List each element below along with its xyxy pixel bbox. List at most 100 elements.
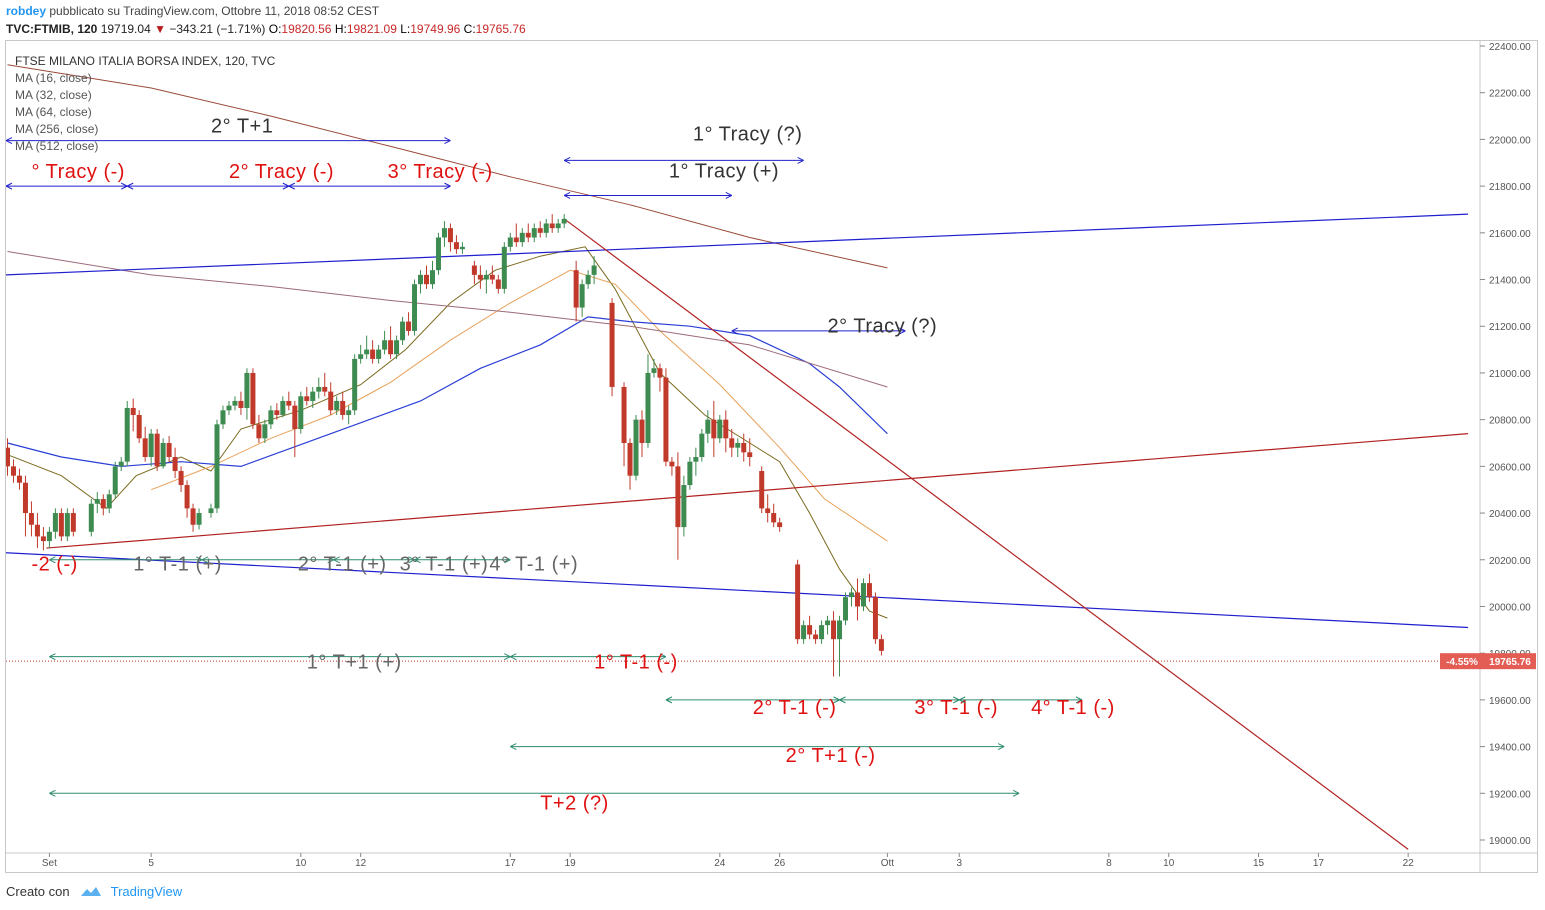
arrow-head-left xyxy=(49,556,56,564)
ohlc-header: TVC:FTMIB, 120 19719.04 ▼ −343.21 (−1.71… xyxy=(6,22,526,36)
candle-up xyxy=(316,386,322,392)
publish-info: robdey pubblicato su TradingView.com, Ot… xyxy=(6,4,379,18)
candle-down xyxy=(621,386,627,443)
candle-down xyxy=(16,475,22,483)
candle-down xyxy=(747,452,753,458)
t-minus-2: -2 (-) xyxy=(31,553,77,575)
candle-up xyxy=(376,349,382,359)
candle-up xyxy=(364,349,370,355)
candle-down xyxy=(286,400,292,406)
candle-down xyxy=(6,447,10,467)
x-tick-label: Set xyxy=(42,858,57,869)
arrow-head-right xyxy=(327,556,334,564)
candle-down xyxy=(322,386,328,392)
lower-blue-trendline xyxy=(6,552,1469,629)
candle-up xyxy=(429,270,435,285)
candle-up xyxy=(579,284,585,308)
first-t-minus-1-plus: 1° T-1 (+) xyxy=(133,553,222,575)
candle-down xyxy=(238,400,244,408)
candle-up xyxy=(459,246,465,250)
candle-down xyxy=(537,228,543,233)
candle-down xyxy=(58,513,64,537)
candle-down xyxy=(340,400,346,415)
candle-down xyxy=(453,242,459,250)
candle-down xyxy=(549,223,555,229)
arrow-head-right xyxy=(833,696,840,704)
current-price-tag: -4.55% 19765.76 xyxy=(1440,653,1536,670)
candle-down xyxy=(178,471,184,486)
y-tick-label: 19600.00 xyxy=(1489,696,1531,707)
candle-up xyxy=(717,419,723,439)
candle-down xyxy=(807,625,813,635)
candle-down xyxy=(573,270,579,308)
candle-up xyxy=(651,368,657,373)
candle-down xyxy=(100,499,106,509)
candle-up xyxy=(220,410,226,425)
candle-down xyxy=(22,482,28,514)
arrow-head-right xyxy=(953,696,960,704)
candle-up xyxy=(196,513,202,525)
candle-up xyxy=(148,433,154,458)
y-tick-label: 20400.00 xyxy=(1489,509,1531,520)
tradingview-cloud-icon[interactable] xyxy=(79,884,103,901)
candle-down xyxy=(872,597,878,640)
legend-title: FTSE MILANO ITALIA BORSA INDEX, 120, TVC xyxy=(15,54,276,68)
legend-ma-256[interactable]: MA (256, close) xyxy=(15,122,99,136)
y-tick-label: 20000.00 xyxy=(1489,602,1531,613)
upper-blue-trendline xyxy=(6,213,1469,276)
candle-down xyxy=(513,237,519,243)
candle-up xyxy=(64,513,70,537)
t-plus-2: T+2 (?) xyxy=(540,793,609,815)
red-down-trendline xyxy=(563,218,1409,850)
candle-down xyxy=(477,274,483,280)
arrow-head-right xyxy=(797,156,804,164)
arrow-head-right xyxy=(899,327,906,335)
candle-up xyxy=(118,461,124,467)
candle-up xyxy=(591,265,597,275)
candle-down xyxy=(525,232,531,238)
candle-down xyxy=(142,438,148,458)
y-tick-label: 20800.00 xyxy=(1489,416,1531,427)
candle-up xyxy=(418,274,424,285)
author-name[interactable]: robdey xyxy=(6,4,47,18)
candle-up xyxy=(226,405,232,411)
y-tick-label: 21000.00 xyxy=(1489,369,1531,380)
candle-down xyxy=(866,583,872,598)
second-t-plus-1-minus: 2° T+1 (-) xyxy=(786,745,876,767)
arrow-head-left xyxy=(563,156,571,164)
candle-up xyxy=(352,358,358,411)
candle-up xyxy=(519,232,525,243)
legend-ma-32[interactable]: MA (32, close) xyxy=(15,88,92,102)
arrow-head-right xyxy=(444,137,451,145)
legend-ma-64[interactable]: MA (64, close) xyxy=(15,105,92,119)
candle-down xyxy=(447,228,453,243)
candle-down xyxy=(663,377,669,462)
candle-up xyxy=(244,372,250,408)
legend-ma-16[interactable]: MA (16, close) xyxy=(15,71,92,85)
candle-down xyxy=(274,410,280,415)
second-t-plus-1-blue: 2° T+1 xyxy=(211,115,273,137)
price-change-text: -4.55% xyxy=(1446,657,1478,668)
candle-up xyxy=(543,223,549,233)
arrow-head-left xyxy=(49,653,56,661)
arrow-head-left xyxy=(731,327,739,335)
first-tracy-q: 1° Tracy (?) xyxy=(693,124,803,146)
candle-down xyxy=(759,471,765,509)
candle-down xyxy=(34,524,40,537)
candle-up xyxy=(412,284,418,331)
candle-down xyxy=(777,522,783,528)
ma-line xyxy=(7,251,888,388)
x-tick-label: 5 xyxy=(148,858,154,869)
chart-frame xyxy=(5,40,1538,873)
red-support-line xyxy=(46,433,1469,549)
candle-down xyxy=(831,620,837,640)
x-tick-label: 19 xyxy=(565,858,577,869)
candle-up xyxy=(124,407,130,462)
tradingview-link[interactable]: TradingView xyxy=(110,884,183,899)
y-tick-label: 21800.00 xyxy=(1489,182,1531,193)
arrow-head-left xyxy=(414,556,421,564)
candle-down xyxy=(184,485,190,509)
legend-ma-512[interactable]: MA (512, close) xyxy=(15,139,99,153)
candle-down xyxy=(10,466,16,476)
